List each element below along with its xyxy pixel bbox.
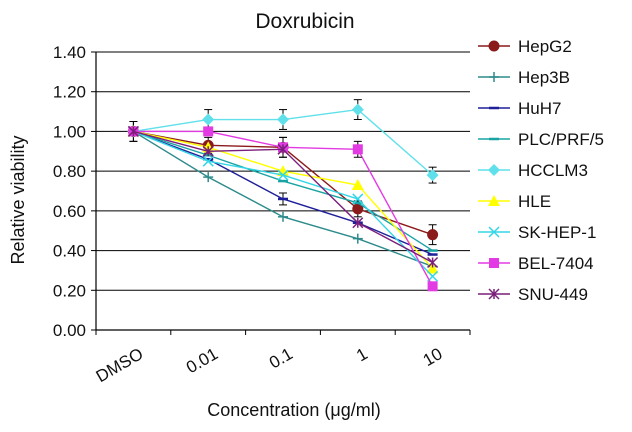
- data-point: [278, 211, 288, 222]
- legend-label: SK-HEP-1: [518, 223, 596, 242]
- legend: HepG2 Hep3B HuH7 PLC/PRF/5 HCCLM3 HLE SK-HEP-1…: [478, 37, 604, 304]
- data-point: [203, 126, 214, 137]
- data-point: [427, 229, 439, 241]
- x-tick-label: 0.1: [266, 344, 296, 372]
- data-point: [352, 193, 364, 205]
- y-tick-label: 0.20: [53, 281, 86, 300]
- legend-item: HLE: [478, 192, 551, 211]
- y-tick-label: 0.60: [53, 202, 86, 221]
- x-tick-labels: DMSO 0.01 0.1 1 10: [93, 344, 446, 386]
- data-point: [277, 165, 289, 177]
- legend-label: HuH7: [518, 99, 561, 118]
- data-point: [202, 113, 215, 126]
- data-point: [202, 145, 214, 157]
- legend-item: HCCLM3: [478, 161, 588, 180]
- legend-label: HCCLM3: [518, 161, 588, 180]
- data-point: [351, 179, 364, 191]
- data-point: [489, 258, 499, 268]
- chart-title: Doxrubicin: [255, 10, 354, 33]
- x-tick-label: 0.01: [183, 344, 221, 377]
- series-snu-449: [127, 125, 439, 269]
- legend-item: PLC/PRF/5: [478, 130, 604, 149]
- data-point: [488, 164, 500, 176]
- marker-stroke: [488, 226, 500, 238]
- y-axis-label: Relative viability: [8, 135, 28, 264]
- y-tick-labels: 0.00 0.20 0.40 0.60 0.80 1.00 1.20 1.40: [53, 43, 86, 340]
- legend-item: SK-HEP-1: [478, 223, 596, 242]
- x-tick-label: 1: [353, 344, 371, 365]
- legend-item: HuH7: [478, 99, 561, 118]
- x-axis-label: Concentration (μg/ml): [207, 400, 380, 420]
- y-tick-label: 1.40: [53, 43, 86, 62]
- data-point: [203, 172, 214, 183]
- data-point: [277, 113, 289, 126]
- legend-item: SNU-449: [478, 285, 588, 304]
- data-point: [488, 195, 500, 206]
- data-point: [352, 233, 363, 244]
- data-point: [426, 169, 439, 182]
- grid-lines: [91, 51, 470, 331]
- data-point: [427, 281, 438, 292]
- data-point: [202, 155, 214, 167]
- y-tick-label: 1.00: [53, 122, 86, 141]
- legend-item: Hep3B: [478, 68, 570, 87]
- y-tick-label: 0.00: [53, 321, 86, 340]
- y-tick-label: 1.20: [53, 83, 86, 102]
- data-point: [427, 256, 439, 269]
- series-group: [127, 99, 439, 292]
- legend-item: BEL-7404: [478, 254, 594, 273]
- data-point: [426, 262, 439, 274]
- data-point: [352, 144, 363, 155]
- legend-label: SNU-449: [518, 285, 588, 304]
- legend-label: BEL-7404: [518, 254, 594, 273]
- series-hcclm3: [127, 99, 439, 184]
- legend-label: HepG2: [518, 37, 572, 56]
- data-point: [127, 125, 139, 137]
- marker-stroke: [277, 169, 289, 181]
- data-point: [277, 143, 289, 155]
- data-point: [351, 103, 364, 116]
- marker-stroke: [352, 193, 364, 205]
- x-tick-label: DMSO: [93, 344, 147, 386]
- data-point: [489, 72, 499, 82]
- data-point: [488, 226, 500, 238]
- y-tick-label: 0.80: [53, 162, 86, 181]
- marker-stroke: [202, 155, 214, 167]
- legend-label: Hep3B: [518, 68, 570, 87]
- legend-item: HepG2: [478, 37, 572, 56]
- legend-label: HLE: [518, 192, 551, 211]
- data-point: [488, 40, 500, 52]
- data-point: [488, 288, 500, 300]
- y-tick-label: 0.40: [53, 242, 86, 261]
- axes: [95, 52, 471, 335]
- legend-label: PLC/PRF/5: [518, 130, 604, 149]
- x-tick-label: 10: [420, 344, 446, 370]
- data-point: [277, 169, 289, 181]
- data-point: [352, 217, 364, 229]
